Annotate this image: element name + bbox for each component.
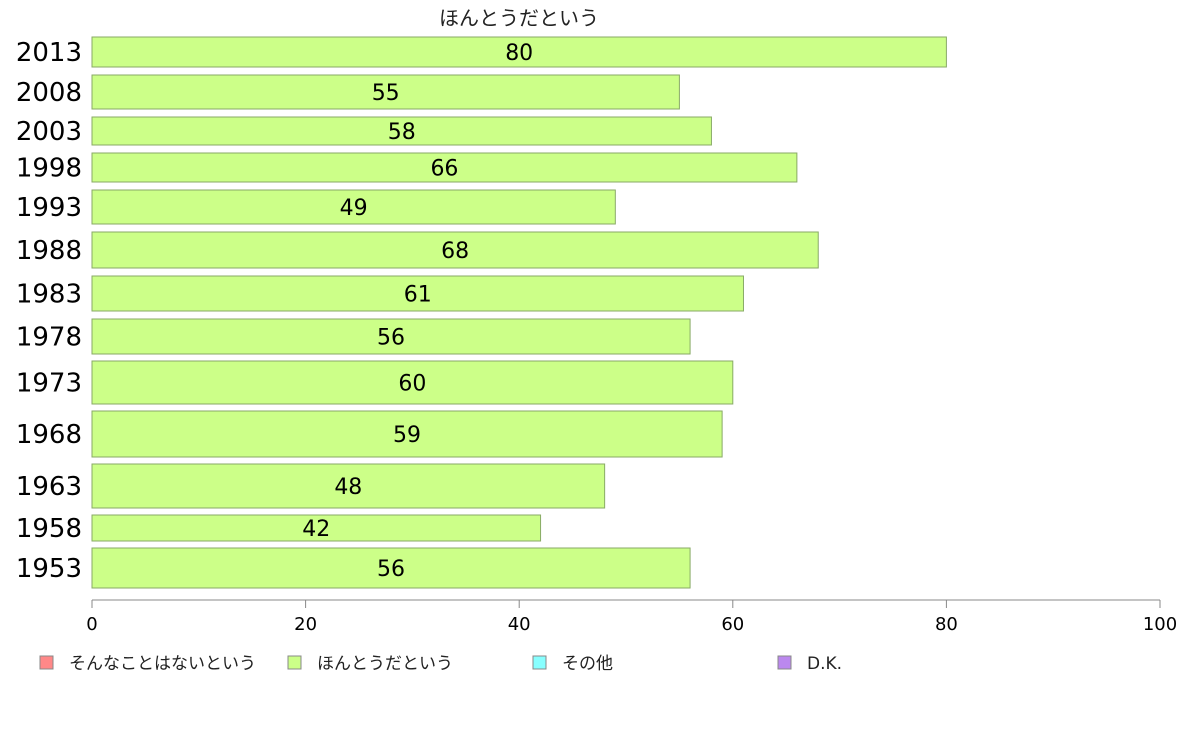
legend-label-2: その他 — [562, 654, 613, 674]
value-label-1968: 59 — [393, 423, 421, 448]
legend-swatch-1 — [287, 655, 302, 670]
bar-1953 — [91, 547, 691, 589]
category-label-1963: 1963 — [16, 472, 82, 502]
legend-label-3: D.K. — [807, 654, 842, 674]
value-label-1978: 56 — [377, 326, 405, 351]
category-label-1968: 1968 — [16, 420, 82, 450]
category-label-1988: 1988 — [16, 236, 82, 266]
x-tick-label-60: 60 — [721, 614, 744, 635]
x-tick-label-100: 100 — [1143, 614, 1177, 635]
x-tick-label-0: 0 — [86, 614, 97, 635]
bar-1998 — [91, 152, 798, 183]
category-label-1953: 1953 — [16, 554, 82, 584]
legend-label-0: そんなことはないという — [69, 654, 256, 674]
legend-swatch-0 — [39, 655, 54, 670]
category-label-1958: 1958 — [16, 514, 82, 544]
value-label-1993: 49 — [340, 196, 368, 221]
bar-2008 — [91, 74, 680, 110]
x-axis: 0 20 40 60 80 100 — [86, 599, 1177, 635]
category-label-1978: 1978 — [16, 323, 82, 353]
legend-swatch-3 — [777, 655, 792, 670]
category-label-2008: 2008 — [16, 78, 82, 108]
value-label-1963: 48 — [334, 475, 362, 500]
x-tick-label-20: 20 — [294, 614, 317, 635]
category-label-1973: 1973 — [16, 369, 82, 399]
chart-title: ほんとうだという — [439, 6, 599, 30]
value-label-1988: 68 — [441, 239, 469, 264]
bar-1988 — [91, 231, 819, 269]
legend-swatch-2 — [532, 655, 547, 670]
bar-2013 — [91, 36, 947, 68]
bar-1973 — [91, 360, 734, 405]
category-label-2003: 2003 — [16, 117, 82, 147]
bar-1963 — [91, 463, 606, 509]
value-label-1953: 56 — [377, 557, 405, 582]
bars-layer — [91, 36, 947, 589]
category-label-1983: 1983 — [16, 280, 82, 310]
value-label-1983: 61 — [404, 283, 432, 308]
value-label-2013: 80 — [505, 41, 533, 66]
category-labels: 2013 2008 2003 1998 1993 1988 1983 1978 1973 1968… — [16, 38, 82, 584]
value-label-1973: 60 — [398, 372, 426, 397]
legend-label-1: ほんとうだという — [317, 654, 453, 674]
bar-1993 — [91, 189, 616, 225]
value-label-1958: 42 — [302, 517, 330, 542]
value-label-2003: 58 — [388, 120, 416, 145]
category-label-2013: 2013 — [16, 38, 82, 68]
value-label-2008: 55 — [372, 81, 400, 106]
x-tick-label-80: 80 — [935, 614, 958, 635]
x-tick-label-40: 40 — [508, 614, 531, 635]
category-label-1993: 1993 — [16, 193, 82, 223]
legend: そんなことはないという ほんとうだという その他 D.K. — [39, 654, 842, 674]
value-label-1998: 66 — [430, 157, 458, 182]
bar-1968 — [91, 410, 723, 458]
bar-1983 — [91, 275, 744, 312]
bar-1958 — [91, 514, 542, 542]
category-label-1998: 1998 — [16, 154, 82, 184]
bar-2003 — [91, 116, 712, 146]
bar-1978 — [91, 318, 691, 355]
